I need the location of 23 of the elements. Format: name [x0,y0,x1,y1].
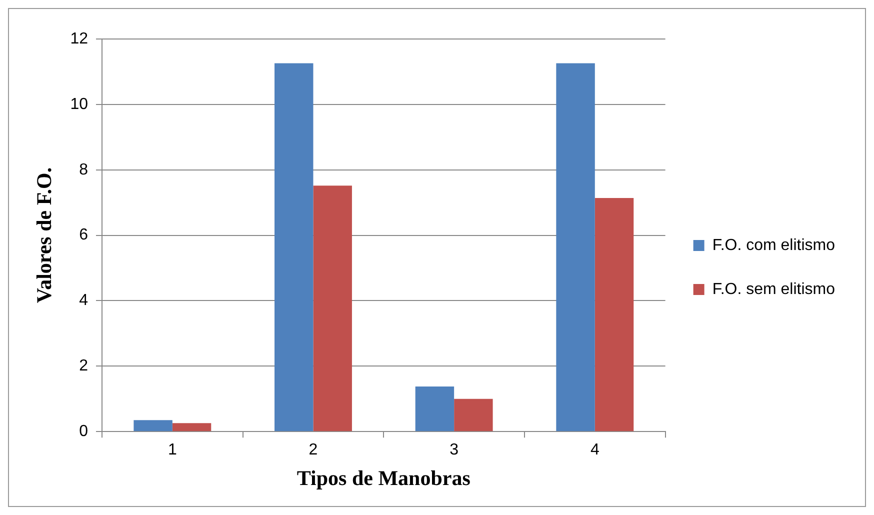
x-tick-label: 1 [168,442,177,459]
bar [594,198,634,432]
legend-label: F.O. sem elitismo [712,280,836,298]
x-axis-title: Tipos de Manobras [296,466,470,490]
x-tick-label: 3 [450,442,459,459]
y-tick-label: 10 [70,96,88,113]
bar [134,420,172,432]
y-tick-label: 2 [79,358,88,375]
x-tick-label: 2 [308,442,318,459]
y-tick-label: 4 [79,292,88,310]
y-axis-title: Valores de F.O. [32,167,56,304]
bar [415,386,454,432]
y-tick-label: 0 [79,423,88,440]
y-tick-label: 12 [70,30,88,48]
legend-label: F.O. com elitismo [712,236,836,254]
bar [313,186,352,432]
bar [172,423,212,432]
y-tick-label: 6 [79,226,88,244]
bar [556,63,595,432]
bar [274,63,314,432]
y-tick-label: 8 [79,161,88,178]
bar [454,398,493,432]
x-tick-label: 4 [590,442,600,459]
